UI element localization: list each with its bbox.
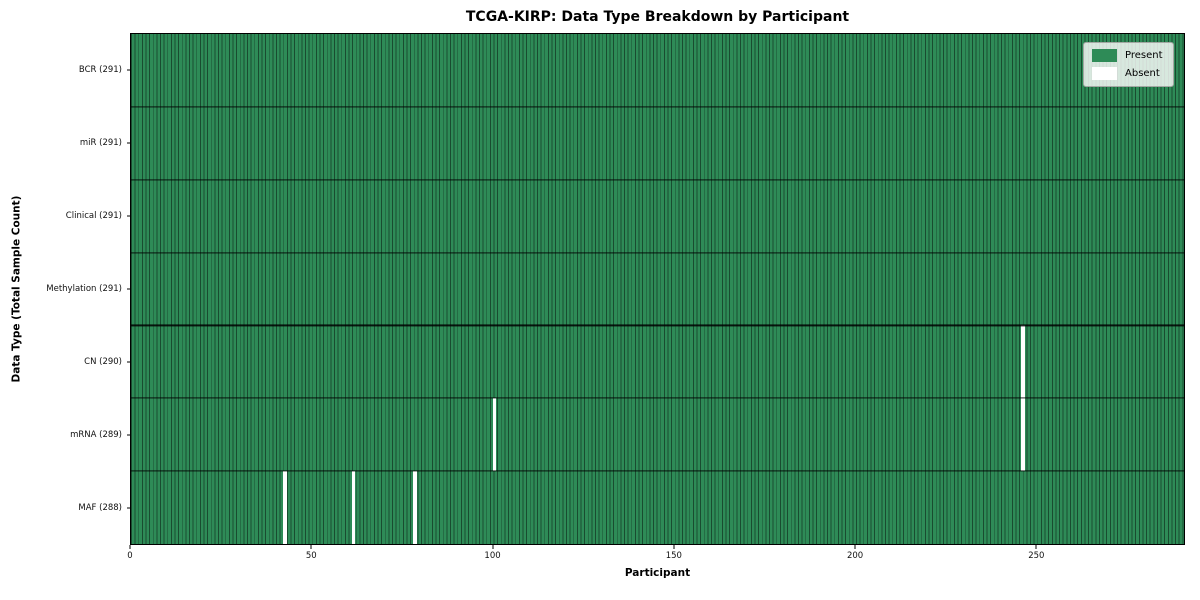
x-tick-label-50: 50	[305, 551, 317, 561]
x-tick-mark-150	[673, 545, 675, 549]
x-tick-label-200: 200	[846, 551, 864, 561]
row-divider	[131, 106, 1184, 108]
row-divider	[131, 179, 1184, 181]
row-divider	[131, 251, 1184, 254]
absent-cell-CN-246	[1021, 325, 1025, 399]
y-tick-mark	[126, 288, 130, 290]
x-axis-label: Participant	[624, 567, 691, 579]
y-tick-label-BCR: BCR (291)	[78, 64, 122, 75]
y-tick-label-CN: CN (290)	[84, 357, 122, 368]
x-tick-mark-0	[129, 545, 131, 549]
heatmap-row-mRNA	[131, 398, 1184, 472]
heatmap-row-Clinical	[131, 179, 1184, 253]
absent-cell-MAF-78	[413, 471, 417, 544]
legend-label: Absent	[1125, 68, 1160, 79]
plot-area	[130, 33, 1185, 545]
y-tick-mark	[126, 69, 130, 71]
y-tick-mark	[126, 507, 130, 509]
absent-cell-mRNA-100	[492, 398, 497, 472]
x-tick-mark-250	[1035, 545, 1037, 549]
y-tick-label-mRNA: mRNA (289)	[70, 430, 122, 441]
legend-label: Present	[1125, 50, 1163, 61]
heatmap-row-Methylation	[131, 252, 1184, 326]
chart-title: TCGA-KIRP: Data Type Breakdown by Partic…	[465, 9, 850, 25]
heatmap-row-CN	[131, 325, 1184, 399]
legend-swatch-absent	[1092, 67, 1117, 80]
row-divider	[131, 470, 1184, 472]
x-tick-label-150: 150	[665, 551, 682, 561]
y-tick-label-MAF: MAF (288)	[78, 503, 122, 514]
y-tick-mark	[126, 142, 130, 144]
y-axis-ticks: BCR (291) miR (291) Clinical (291) Methylat…	[0, 33, 130, 545]
y-tick-label-Clinical: Clinical (291)	[65, 210, 122, 221]
x-axis-ticks: 0 50 100 150 200 250	[127, 545, 1185, 575]
row-divider	[131, 324, 1184, 327]
x-tick-mark-50	[310, 545, 312, 549]
x-tick-label-250: 250	[1028, 551, 1045, 561]
y-tick-label-miR: miR (291)	[79, 137, 122, 148]
heatmap-row-MAF	[131, 471, 1184, 544]
absent-cell-MAF-61	[351, 471, 356, 544]
x-tick-mark-100	[492, 545, 494, 549]
x-tick-label-100: 100	[484, 551, 501, 561]
legend: Present Absent	[1083, 42, 1174, 87]
legend-swatch-present	[1092, 49, 1117, 62]
y-tick-mark	[126, 361, 130, 363]
y-tick-label-Methylation: Methylation (291)	[46, 284, 122, 294]
heatmap-row-miR	[131, 106, 1184, 180]
absent-cell-mRNA-246	[1021, 398, 1025, 472]
y-tick-mark	[126, 434, 130, 436]
legend-entry-absent: Absent	[1092, 67, 1163, 80]
absent-cell-MAF-42	[282, 471, 287, 544]
y-tick-mark	[126, 215, 130, 217]
legend-entry-present: Present	[1092, 49, 1163, 62]
x-tick-mark-200	[854, 545, 856, 549]
row-divider	[131, 397, 1184, 399]
x-tick-label-0: 0	[127, 551, 133, 561]
heatmap-row-BCR	[131, 34, 1184, 107]
